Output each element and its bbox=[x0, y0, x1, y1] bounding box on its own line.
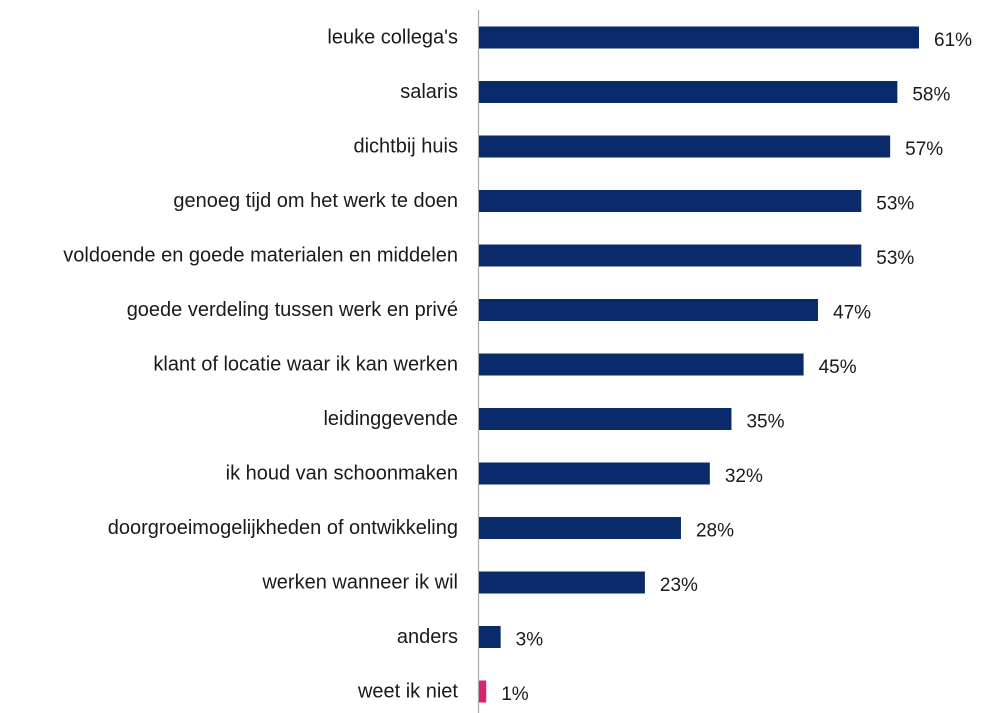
bar bbox=[479, 26, 919, 49]
bar bbox=[479, 680, 487, 703]
category-label: weet ik niet bbox=[357, 681, 458, 703]
value-label: 58% bbox=[912, 85, 950, 106]
category-label: goede verdeling tussen werk en privé bbox=[127, 299, 458, 321]
category-label: werken wanneer ik wil bbox=[261, 572, 458, 594]
category-label: anders bbox=[397, 626, 458, 648]
value-label: 53% bbox=[876, 248, 914, 269]
bar bbox=[479, 135, 891, 158]
value-label: 23% bbox=[660, 575, 698, 596]
bar bbox=[479, 517, 681, 539]
bar bbox=[479, 571, 645, 594]
value-label: 53% bbox=[876, 194, 914, 215]
bar bbox=[479, 299, 819, 321]
category-label: klant of locatie waar ik kan werken bbox=[153, 354, 458, 376]
bar bbox=[479, 244, 862, 267]
value-label: 32% bbox=[725, 466, 763, 487]
category-label: dichtbij huis bbox=[353, 136, 458, 158]
category-label: voldoende en goede materialen en middele… bbox=[63, 245, 458, 267]
value-label: 57% bbox=[905, 139, 943, 160]
bar bbox=[479, 353, 804, 376]
bars-group bbox=[479, 26, 919, 703]
category-label: doorgroeimogelijkheden of ontwikkeling bbox=[108, 517, 458, 539]
category-label: salaris bbox=[400, 81, 458, 103]
category-labels-group: leuke collega's salaris dichtbij huis genoe… bbox=[63, 27, 458, 703]
category-label: leidinggevende bbox=[323, 408, 458, 430]
value-label: 35% bbox=[746, 412, 784, 433]
bar bbox=[479, 626, 501, 648]
bar bbox=[479, 81, 898, 103]
value-label: 28% bbox=[696, 521, 734, 542]
category-label: ik houd van schoonmaken bbox=[226, 463, 458, 485]
category-label: leuke collega's bbox=[327, 27, 458, 49]
value-label: 61% bbox=[934, 30, 972, 51]
bar bbox=[479, 190, 862, 212]
value-label: 47% bbox=[833, 303, 871, 324]
value-label: 45% bbox=[819, 357, 857, 378]
bar bbox=[479, 408, 732, 430]
value-labels-group: 61% 58% 57% 53% 53% 47% 45% 35% 32% 28% 23% 3% 1% bbox=[501, 30, 972, 705]
value-label: 3% bbox=[516, 630, 544, 651]
value-label: 1% bbox=[501, 684, 529, 705]
category-label: genoeg tijd om het werk te doen bbox=[173, 190, 458, 212]
bar bbox=[479, 462, 710, 485]
